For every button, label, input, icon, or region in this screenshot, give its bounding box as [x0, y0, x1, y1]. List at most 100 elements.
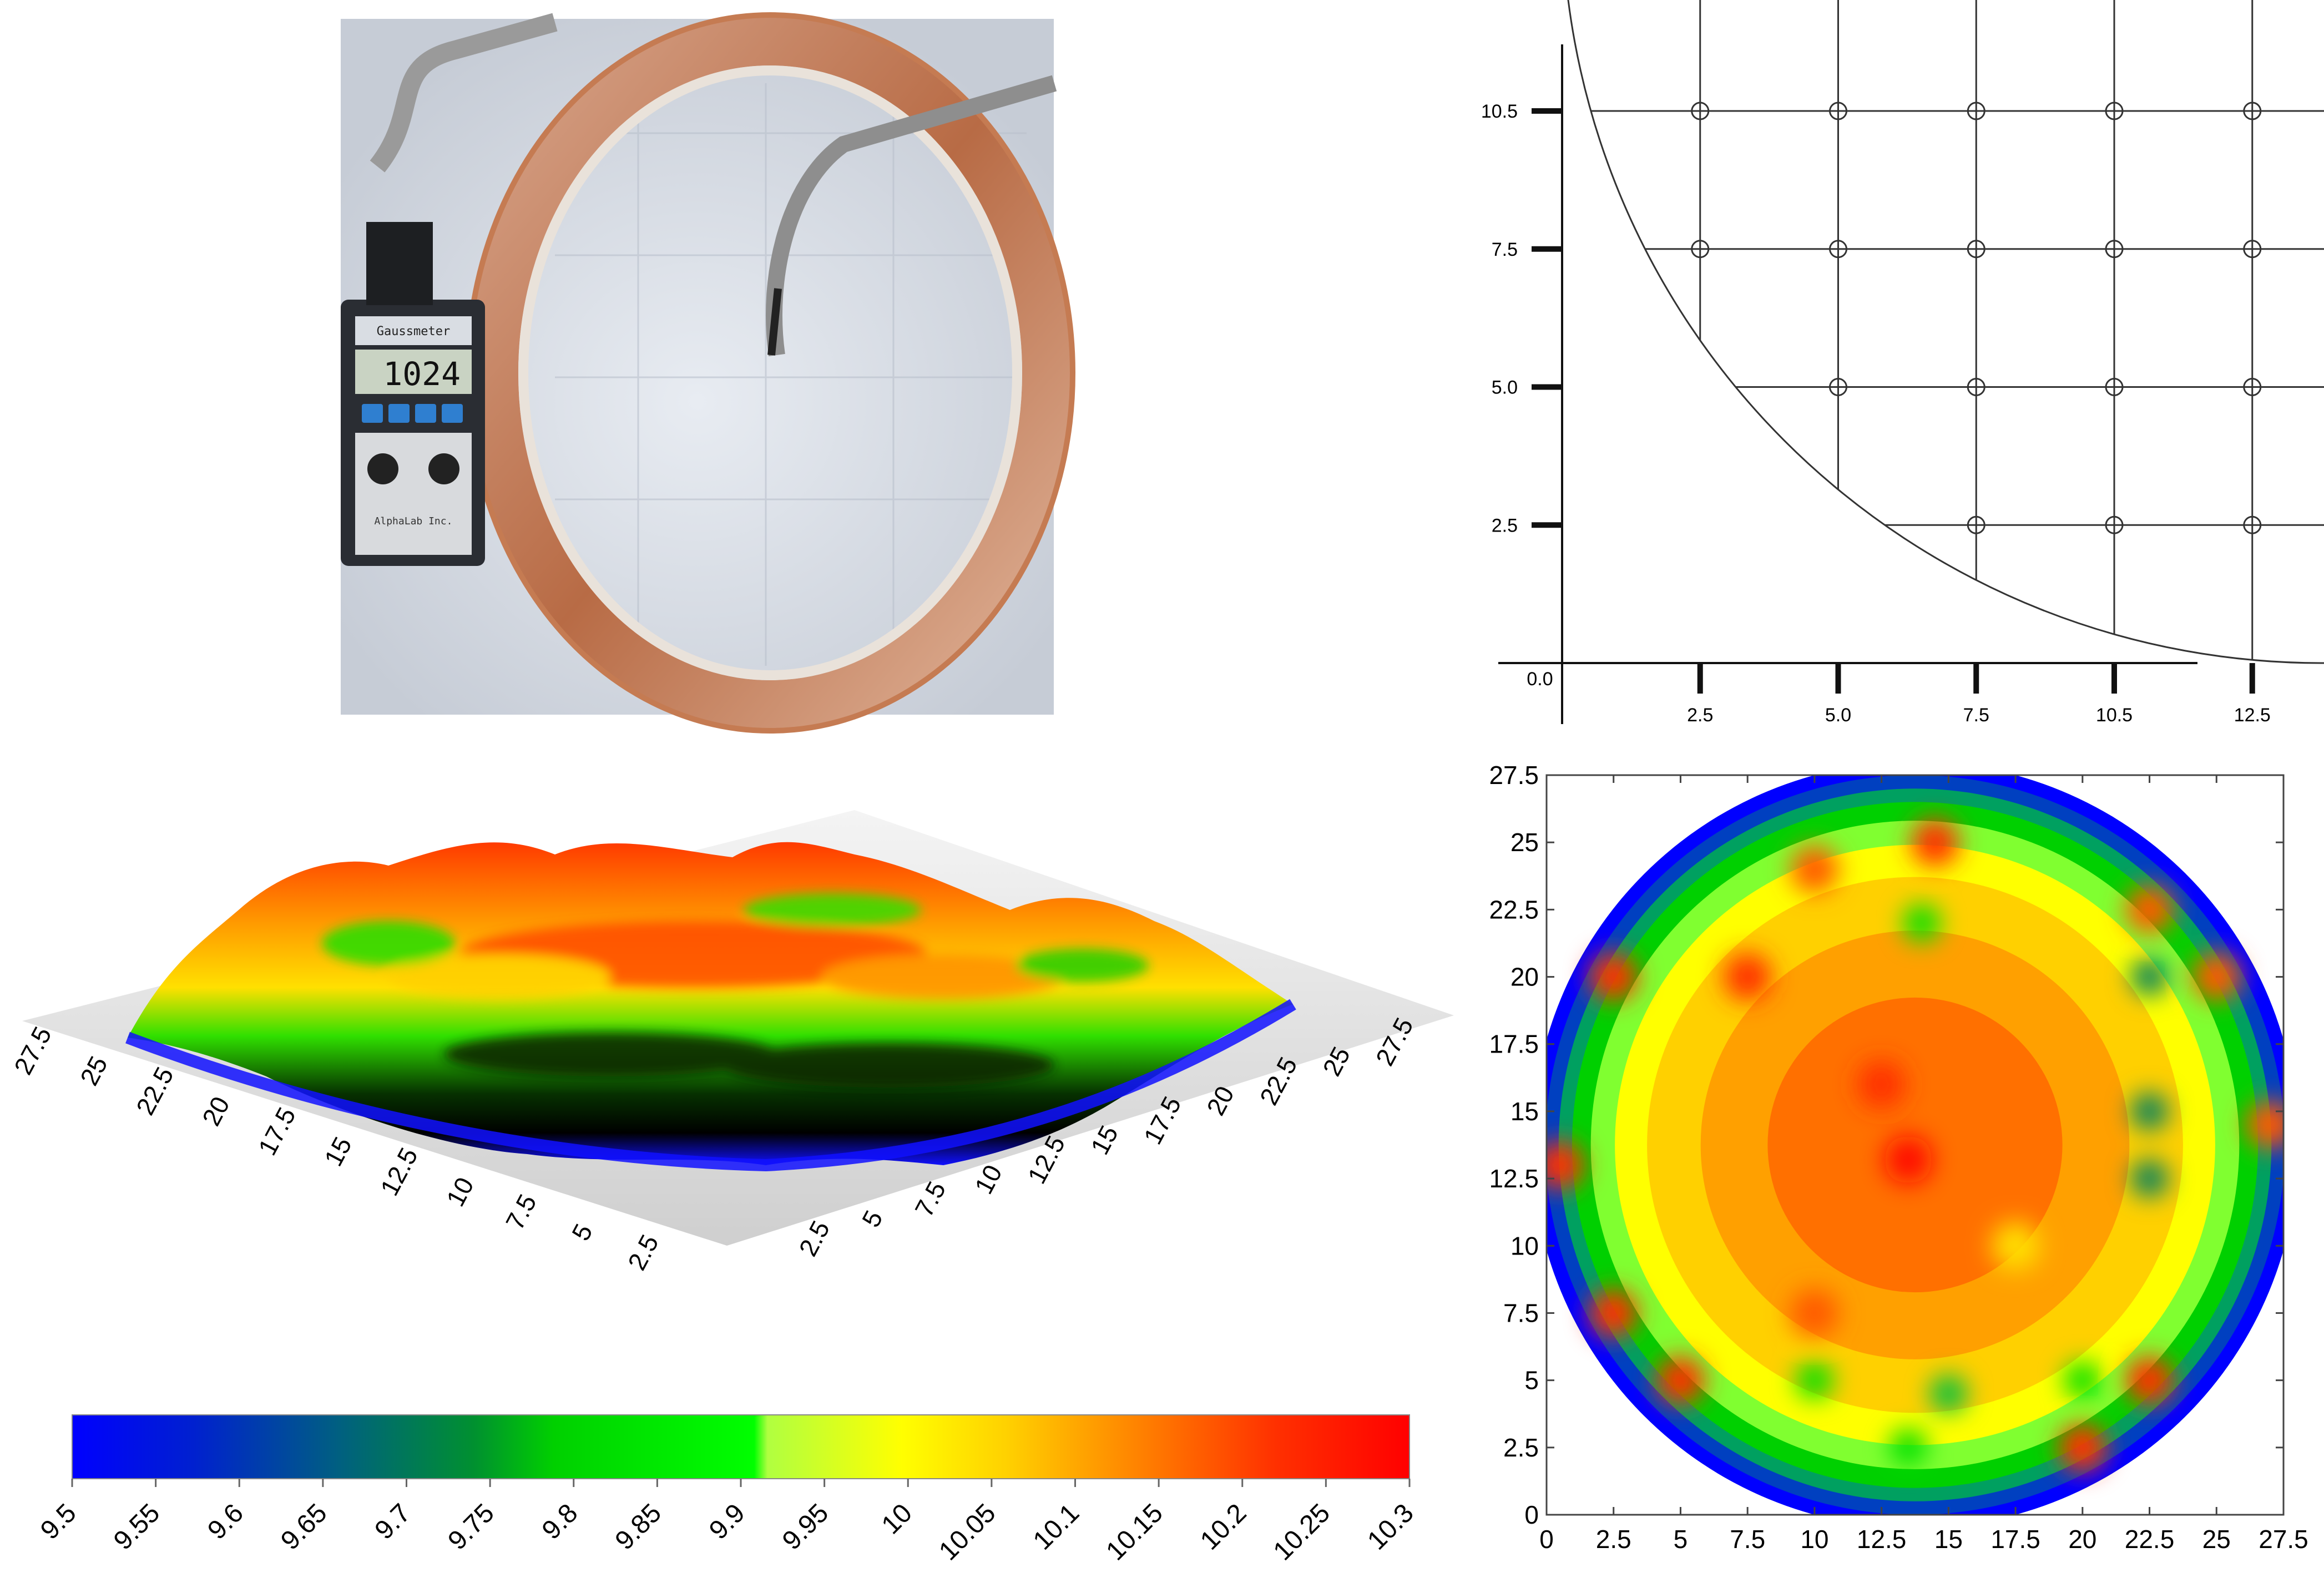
meter-reading: 1024	[383, 355, 461, 393]
grid-axes: 2.55.07.510.512.515.017.520.022.525.027.…	[1481, 44, 2271, 726]
grid-lines	[1590, 0, 2324, 660]
contour-x-tick-label: 20	[2068, 1525, 2096, 1554]
meter-buttons	[362, 404, 463, 423]
contour-y-tick-label: 7.5	[1503, 1298, 1539, 1327]
x-tick-label: 7.5	[1963, 705, 1989, 726]
surface-left-tick-label: 7.5	[500, 1190, 542, 1235]
contour-hotspot	[1589, 953, 1638, 1002]
coil-photo: Gaussmeter 1024 AlphaLab Inc.	[341, 12, 1075, 734]
contour-y-tick-label: 2.5	[1503, 1433, 1539, 1462]
measurement-point	[2105, 102, 2124, 120]
contour-x-tick-label: 0	[1539, 1525, 1554, 1554]
contour-hotspot	[1991, 1221, 2040, 1270]
contour-x-tick-label: 7.5	[1730, 1525, 1765, 1554]
contour-x-tick-label: 25	[2202, 1525, 2231, 1554]
surface-left-tick-label: 25	[74, 1051, 113, 1090]
y-tick-label: 5.0	[1492, 377, 1518, 398]
surface-left-tick-label: 22.5	[130, 1062, 179, 1119]
x-tick-label: 12.5	[2234, 705, 2271, 726]
measurement-point	[2105, 378, 2124, 396]
measurement-point	[1829, 378, 1847, 396]
surface-blue-edge	[125, 999, 1296, 1172]
contour-lowspot	[1903, 904, 1941, 942]
contour-hotspot	[2246, 1100, 2283, 1149]
contour-hotspot	[1857, 1060, 1906, 1109]
contour-x-tick-label: 22.5	[2125, 1525, 2175, 1554]
measurement-circle	[1567, 0, 2324, 664]
contour-y-tick-label: 22.5	[1489, 895, 1539, 924]
colorbar-tick-label: 10.25	[1268, 1498, 1336, 1566]
colorbar-tick-label: 10	[876, 1498, 918, 1540]
contour-y-tick-label: 27.5	[1489, 761, 1539, 790]
measurement-point	[1691, 240, 1710, 259]
colorbar-tick-label: 10.15	[1100, 1498, 1168, 1566]
colorbar-tick-label: 9.55	[108, 1498, 166, 1556]
surface-left-tick-label: 17.5	[252, 1102, 301, 1160]
surface-left-tick-label: 20	[196, 1092, 235, 1131]
contour-lowspot	[1796, 1361, 1833, 1399]
measurement-point	[2243, 515, 2262, 534]
colorbar-tick-label: 10.3	[1362, 1498, 1419, 1556]
colorbar-tick-label: 9.65	[275, 1498, 333, 1556]
contour-x-tick-label: 10	[1800, 1525, 1828, 1554]
measurement-point	[1691, 102, 1710, 120]
measurement-point	[2243, 102, 2262, 120]
contour-lowspot	[1889, 1429, 1927, 1466]
contour-hotspot	[1911, 818, 1959, 867]
contour-hotspot	[2125, 1356, 2174, 1405]
surface-left-tick-label: 10	[441, 1172, 479, 1211]
contour-frame	[1545, 774, 2285, 1516]
contour-x-tick-label: 15	[1934, 1525, 1963, 1554]
contour-hotspot	[1723, 953, 1772, 1002]
measurement-point	[2105, 240, 2124, 259]
contour-hotspot	[1790, 1288, 1839, 1337]
contour-hotspot	[1589, 1288, 1638, 1337]
contour-y-tick-label: 20	[1510, 963, 1539, 992]
colorbar-tick-label: 9.75	[442, 1498, 500, 1556]
surface-left-tick-label: 27.5	[8, 1022, 57, 1079]
meter-maker: AlphaLab Inc.	[375, 515, 453, 527]
contour-x-tick-label: 27.5	[2259, 1525, 2308, 1554]
colorbar-tick-label: 9.95	[777, 1498, 835, 1556]
colorbar-tick-label: 9.6	[202, 1498, 249, 1545]
contour-y-tick-label: 25	[1510, 828, 1539, 857]
surface-right-tick-label: 5	[856, 1206, 888, 1232]
meter-knob-right-icon	[428, 453, 459, 484]
contour-hotspot	[2125, 885, 2174, 934]
origin-label: 0.0	[1527, 669, 1553, 690]
contour-lowspot	[1929, 1375, 1968, 1413]
colorbar-tick-label: 10.05	[933, 1498, 1001, 1566]
surface-left-tick-label: 2.5	[622, 1230, 664, 1275]
surface-mesh	[128, 842, 1293, 1165]
contour-x-tick-label: 17.5	[1990, 1525, 2040, 1554]
contour-fills	[1547, 775, 2283, 1515]
contour-hotspot	[2192, 953, 2241, 1002]
contour-y-tick-label: 17.5	[1489, 1030, 1539, 1059]
contour-y-tick-label: 15	[1510, 1097, 1539, 1126]
measurement-point	[1967, 240, 1985, 259]
measurement-point	[2105, 515, 2124, 534]
colorbar-gradient	[72, 1414, 1410, 1479]
colorbar: 9.5 9.55 9.6 9.65 9.7 9.75 9.8 9.85 9.9 9.95 10 10.…	[35, 1414, 1419, 1566]
contour-y-tick-label: 0	[1524, 1500, 1539, 1529]
measurement-grid-panel: 2.55.07.510.512.515.017.520.022.525.027.…	[1481, 0, 2324, 726]
surface-left-tick-label: 15	[319, 1132, 357, 1171]
colorbar-tick-label: 9.5	[35, 1498, 82, 1545]
measurement-point	[2243, 378, 2262, 396]
colorbar-tick-label: 9.7	[370, 1498, 417, 1545]
contour-map-panel: 0 2.5 5 7.5 10 12.5 15 17.5 20 22.5 25 27.5 0 2.5 5 7.5…	[1489, 761, 2308, 1554]
colorbar-ticks: 9.5 9.55 9.6 9.65 9.7 9.75 9.8 9.85 9.9 9.95 10 10.…	[35, 1479, 1419, 1566]
colorbar-tick-label: 9.9	[704, 1498, 751, 1545]
contour-y-tick-label: 10	[1510, 1231, 1539, 1260]
contour-hotspot	[2058, 1423, 2107, 1472]
contour-lowspot	[2130, 1160, 2169, 1197]
x-tick-label: 5.0	[1825, 705, 1851, 726]
measurement-point	[1967, 378, 1985, 396]
contour-x-tick-label: 2.5	[1596, 1525, 1631, 1554]
contour-y-tick-label: 5	[1524, 1366, 1539, 1395]
y-tick-label: 7.5	[1492, 239, 1518, 260]
colorbar-tick-label: 9.85	[610, 1498, 668, 1556]
contour-x-tick-label: 12.5	[1857, 1525, 1907, 1554]
y-tick-label: 2.5	[1492, 515, 1518, 536]
